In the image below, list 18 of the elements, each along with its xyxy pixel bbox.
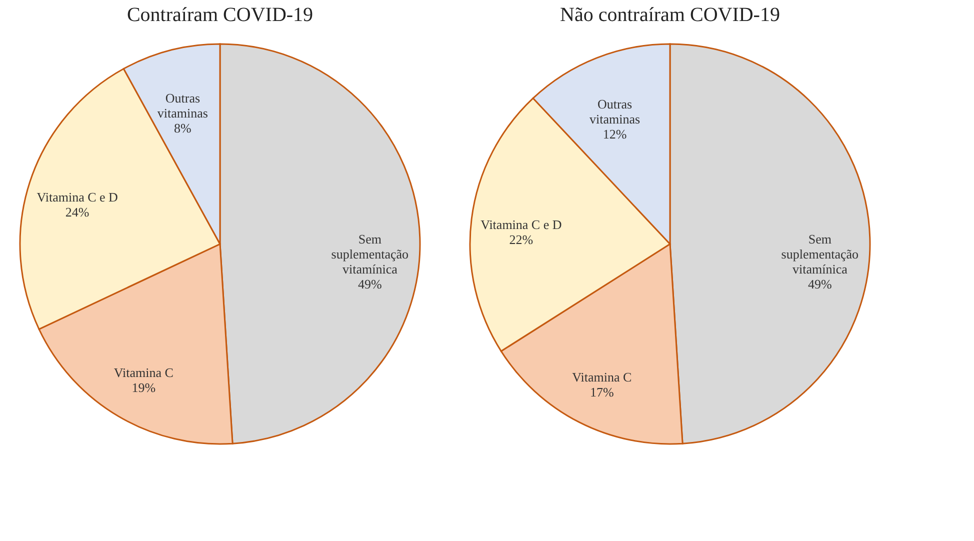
data-label: 22% xyxy=(509,232,534,248)
data-label: 49% xyxy=(358,276,382,292)
chart-title: Contraíram COVID-19 xyxy=(126,4,314,26)
data-label: 8% xyxy=(174,120,192,136)
slice-label: Sem suplementação vitamínica xyxy=(781,231,859,276)
slice-label: Vitamina C e D xyxy=(480,217,562,232)
slice-label: Vitamina C e D xyxy=(36,190,118,205)
data-label: 19% xyxy=(132,380,156,396)
chart-title: Não contraíram COVID-19 xyxy=(560,4,780,26)
slice-label: Vitamina C xyxy=(572,370,632,385)
data-label: 24% xyxy=(65,204,90,220)
slice-label: Outras vitaminas xyxy=(590,96,640,127)
data-label: 12% xyxy=(602,126,627,142)
slice-label: Sem suplementação vitamínica xyxy=(331,231,409,276)
data-label: 17% xyxy=(590,384,614,400)
slice-label: Outras vitaminas xyxy=(157,90,208,121)
data-label: 49% xyxy=(808,276,832,292)
slice-label: Vitamina C xyxy=(114,365,174,380)
